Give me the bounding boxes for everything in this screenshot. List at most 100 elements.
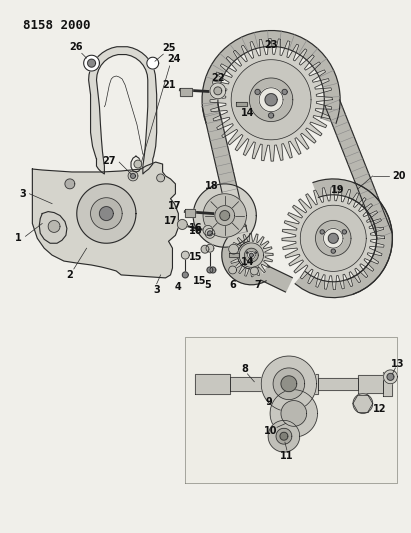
Text: 23: 23 <box>264 41 278 50</box>
Polygon shape <box>323 229 343 248</box>
Polygon shape <box>203 225 213 236</box>
Polygon shape <box>131 173 136 179</box>
Polygon shape <box>182 272 188 278</box>
Text: 10: 10 <box>264 426 278 437</box>
Polygon shape <box>342 230 346 234</box>
Polygon shape <box>210 38 332 161</box>
Polygon shape <box>319 378 358 390</box>
Polygon shape <box>230 233 273 277</box>
Text: 17: 17 <box>168 200 181 211</box>
Text: 17: 17 <box>164 216 177 227</box>
Polygon shape <box>39 212 67 243</box>
Polygon shape <box>246 252 248 254</box>
Polygon shape <box>214 87 222 95</box>
Polygon shape <box>207 267 213 273</box>
Polygon shape <box>281 376 297 392</box>
Polygon shape <box>220 211 230 221</box>
Polygon shape <box>202 30 340 124</box>
Text: 19: 19 <box>331 185 345 195</box>
Polygon shape <box>255 90 260 94</box>
Polygon shape <box>313 179 393 294</box>
Polygon shape <box>251 259 252 261</box>
Polygon shape <box>282 187 385 290</box>
Polygon shape <box>265 94 277 106</box>
Text: 8: 8 <box>241 364 248 374</box>
Polygon shape <box>358 375 383 393</box>
Polygon shape <box>387 374 394 381</box>
Polygon shape <box>353 394 373 414</box>
Polygon shape <box>203 194 247 237</box>
Polygon shape <box>282 90 287 94</box>
Polygon shape <box>250 267 258 275</box>
Polygon shape <box>210 267 216 273</box>
Text: 24: 24 <box>168 54 181 64</box>
Polygon shape <box>320 230 324 234</box>
Polygon shape <box>201 245 209 253</box>
Polygon shape <box>180 88 192 96</box>
Polygon shape <box>65 179 75 189</box>
Text: 14: 14 <box>241 108 254 118</box>
Polygon shape <box>48 221 60 232</box>
Polygon shape <box>222 226 266 285</box>
Text: 9: 9 <box>266 397 272 407</box>
Polygon shape <box>230 377 269 391</box>
Polygon shape <box>247 252 255 259</box>
Polygon shape <box>99 207 113 221</box>
Polygon shape <box>229 244 238 254</box>
Text: 6: 6 <box>229 280 236 290</box>
Polygon shape <box>383 372 393 395</box>
Text: 15: 15 <box>193 276 207 286</box>
Polygon shape <box>202 103 247 235</box>
Text: 25: 25 <box>162 43 175 53</box>
Polygon shape <box>280 432 288 440</box>
Text: 12: 12 <box>373 403 386 414</box>
Text: 26: 26 <box>69 42 83 52</box>
Polygon shape <box>206 244 214 252</box>
Text: 2: 2 <box>67 270 73 280</box>
Text: 16: 16 <box>189 223 203 233</box>
Polygon shape <box>259 88 283 112</box>
Polygon shape <box>128 171 138 181</box>
Polygon shape <box>245 248 258 262</box>
Polygon shape <box>229 266 237 274</box>
Polygon shape <box>331 249 335 253</box>
Polygon shape <box>316 221 351 256</box>
Polygon shape <box>134 160 142 168</box>
Polygon shape <box>281 401 307 426</box>
Polygon shape <box>269 374 319 394</box>
Text: 22: 22 <box>211 73 224 83</box>
Text: 20: 20 <box>393 171 406 181</box>
Text: 5: 5 <box>205 280 211 290</box>
Polygon shape <box>261 356 316 411</box>
Polygon shape <box>231 60 311 140</box>
Polygon shape <box>90 198 122 229</box>
Polygon shape <box>185 208 195 216</box>
Polygon shape <box>300 205 366 271</box>
Text: 1: 1 <box>15 233 22 243</box>
Polygon shape <box>205 229 215 238</box>
Polygon shape <box>84 55 99 71</box>
Polygon shape <box>273 368 305 400</box>
Polygon shape <box>147 57 159 69</box>
Polygon shape <box>157 174 164 182</box>
Text: 13: 13 <box>390 359 404 369</box>
Text: 21: 21 <box>162 80 175 90</box>
Polygon shape <box>270 390 317 437</box>
Polygon shape <box>255 252 256 254</box>
Polygon shape <box>178 220 187 229</box>
Polygon shape <box>193 184 256 247</box>
Polygon shape <box>261 266 292 292</box>
Polygon shape <box>195 374 230 394</box>
Polygon shape <box>236 102 247 106</box>
Polygon shape <box>276 429 292 444</box>
Polygon shape <box>181 251 189 259</box>
Polygon shape <box>249 78 293 122</box>
Polygon shape <box>268 113 274 118</box>
Text: 7: 7 <box>254 280 261 290</box>
Polygon shape <box>295 182 393 297</box>
Text: 14: 14 <box>241 257 254 267</box>
Text: 4: 4 <box>175 282 182 292</box>
Polygon shape <box>383 370 397 384</box>
Polygon shape <box>77 184 136 243</box>
Polygon shape <box>239 243 263 268</box>
